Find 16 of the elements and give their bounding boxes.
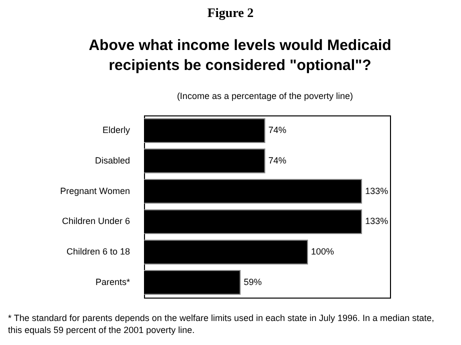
y-tick-label: Elderly [102, 125, 130, 136]
y-tick-label: Children 6 to 18 [66, 246, 130, 257]
data-label: 133% [365, 186, 388, 196]
data-label: 59% [244, 276, 262, 287]
data-label: 74% [268, 125, 286, 136]
y-tick-label: Disabled [94, 155, 130, 166]
text: (Income as a percentage of the poverty line) [176, 91, 354, 101]
data-label: 74% [268, 155, 286, 166]
y-tick-label: Parents* [95, 276, 130, 287]
chart-subtitle: Above what income levels would Medicaid recipients be considered "optional"? [88, 36, 392, 76]
text: * The standard for parents depends on the welfare limits used in each state in July 1996. In a median state, this equals 59 percent of the 2001 poverty line. [8, 312, 436, 336]
y-tick-label: Children Under 6 [62, 216, 130, 226]
data-label: 133% [365, 216, 388, 226]
data-label: 100% [311, 246, 334, 257]
y-tick-label: Pregnant Women [60, 186, 130, 196]
chart-title: Figure 2 [206, 5, 255, 21]
